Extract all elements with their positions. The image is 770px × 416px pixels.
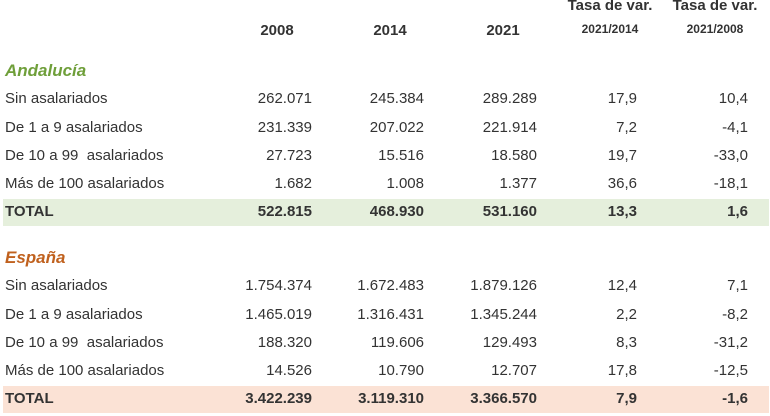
total-band: [3, 386, 769, 413]
column-header: Tasa de var.: [672, 0, 758, 14]
cell: 188.320: [257, 334, 312, 351]
cell: 7,2: [616, 119, 637, 136]
cell: 1.316.431: [357, 306, 424, 323]
cell: 262.071: [257, 90, 312, 107]
row-label: Más de 100 asalariados: [5, 362, 165, 379]
cell: 531.160: [482, 203, 537, 220]
cell: -31,2: [713, 334, 748, 351]
cell: -12,5: [713, 362, 748, 379]
row-label: De 1 a 9 asalariados: [5, 306, 143, 323]
total-band: [3, 199, 769, 226]
cell: -8,2: [722, 306, 748, 323]
column-header: 2021: [486, 22, 520, 39]
cell: 8,3: [616, 334, 637, 351]
cell: 1.008: [386, 175, 424, 192]
cell: 1.465.019: [245, 306, 312, 323]
cell: 3.422.239: [245, 390, 312, 407]
cell: 13,3: [607, 203, 637, 220]
cell: 231.339: [257, 119, 312, 136]
cell: -33,0: [713, 147, 748, 164]
column-subheader: 2021/2014: [581, 22, 639, 36]
cell: 3.366.570: [470, 390, 537, 407]
cell: 522.815: [257, 203, 312, 220]
cell: 10.790: [378, 362, 424, 379]
row-label: De 1 a 9 asalariados: [5, 119, 143, 136]
cell: -4,1: [722, 119, 748, 136]
cell: 1.672.483: [357, 277, 424, 294]
cell: 1.879.126: [470, 277, 537, 294]
cell: 15.516: [378, 147, 424, 164]
cell: 17,9: [607, 90, 637, 107]
row-label: TOTAL: [5, 390, 54, 407]
cell: 221.914: [482, 119, 537, 136]
row-label: Sin asalariados: [5, 90, 108, 107]
cell: 1.377: [499, 175, 537, 192]
cell: 289.289: [482, 90, 537, 107]
cell: 2,2: [616, 306, 637, 323]
cell: -1,6: [722, 390, 748, 407]
cell: 18.580: [491, 147, 537, 164]
cell: 245.384: [369, 90, 424, 107]
cell: 1,6: [727, 203, 748, 220]
cell: 12.707: [491, 362, 537, 379]
section-title: España: [5, 248, 66, 267]
cell: 27.723: [266, 147, 312, 164]
column-subheader: 2021/2008: [686, 22, 744, 36]
cell: 7,1: [727, 277, 748, 294]
section-title: Andalucía: [5, 61, 87, 80]
cell: 12,4: [607, 277, 637, 294]
row-label: De 10 a 99 asalariados: [5, 334, 164, 351]
column-header: 2014: [373, 22, 407, 39]
column-header: Tasa de var.: [567, 0, 653, 14]
column-header: 2008: [260, 22, 294, 39]
row-label: Más de 100 asalariados: [5, 175, 165, 192]
row-label: Sin asalariados: [5, 277, 108, 294]
cell: 468.930: [369, 203, 424, 220]
row-label: TOTAL: [5, 203, 54, 220]
cell: 14.526: [266, 362, 312, 379]
cell: 129.493: [482, 334, 537, 351]
cell: 17,8: [607, 362, 637, 379]
cell: 1.345.244: [470, 306, 537, 323]
cell: 7,9: [616, 390, 637, 407]
cell: -18,1: [713, 175, 748, 192]
cell: 119.606: [370, 334, 424, 351]
cell: 36,6: [607, 175, 637, 192]
cell: 3.119.310: [358, 390, 424, 407]
cell: 19,7: [607, 147, 637, 164]
cell: 10,4: [718, 90, 748, 107]
row-label: De 10 a 99 asalariados: [5, 147, 164, 164]
cell: 1.682: [274, 175, 312, 192]
cell: 1.754.374: [245, 277, 312, 294]
cell: 207.022: [369, 119, 424, 136]
